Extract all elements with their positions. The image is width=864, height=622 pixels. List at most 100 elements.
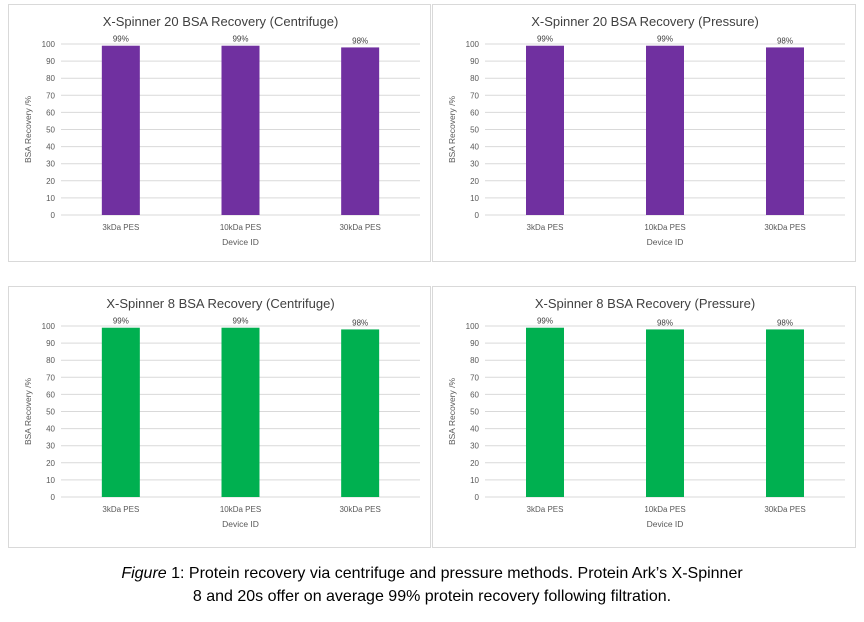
y-tick-label: 70 — [46, 373, 55, 382]
chart-panel-xs20-pressure: X-Spinner 20 BSA Recovery (Pressure) 0 10 2… — [432, 4, 856, 262]
bar — [101, 45, 140, 216]
y-tick-label: 40 — [46, 425, 55, 434]
y-tick-label: 50 — [470, 408, 479, 417]
bar — [221, 327, 260, 497]
figure-caption: Figure 1: Protein recovery via centrifug… — [0, 562, 864, 608]
chart-panel-xs20-centrifuge: X-Spinner 20 BSA Recovery (Centrifuge) 0 1… — [8, 4, 431, 262]
y-tick-label: 0 — [51, 211, 56, 220]
y-tick-label: 70 — [470, 91, 479, 100]
data-label: 99% — [232, 317, 248, 326]
chart-svg: X-Spinner 8 BSA Recovery (Centrifuge) 0 10… — [23, 296, 420, 529]
bar — [526, 327, 564, 497]
y-tick-label: 100 — [466, 322, 480, 331]
caption-figure-word: Figure — [121, 565, 167, 582]
data-label: 98% — [352, 318, 368, 327]
x-tick-label: 3kDa PES — [102, 505, 139, 514]
y-tick-label: 100 — [42, 322, 56, 331]
y-tick-label: 100 — [42, 40, 56, 49]
bar — [646, 329, 684, 497]
y-tick-label: 30 — [46, 160, 55, 169]
data-label: 98% — [352, 36, 368, 45]
y-tick-label: 90 — [470, 57, 479, 66]
x-tick-label: 10kDa PES — [644, 223, 685, 232]
y-tick-label: 60 — [46, 390, 55, 399]
bar — [766, 47, 804, 215]
caption-line-2: 8 and 20s offer on average 99% protein r… — [192, 588, 672, 605]
data-label: 99% — [232, 35, 248, 44]
chart-svg: X-Spinner 8 BSA Recovery (Pressure) 0 10 20… — [447, 296, 845, 529]
y-tick-label: 80 — [46, 74, 55, 83]
caption-line-1-text: 1: Protein recovery via centrifuge and p… — [166, 565, 743, 582]
y-tick-label: 0 — [475, 493, 480, 502]
chart-title: X-Spinner 20 BSA Recovery (Pressure) — [531, 14, 759, 29]
y-tick-label: 50 — [46, 126, 55, 135]
x-tick-label: 10kDa PES — [644, 505, 685, 514]
y-tick-label: 20 — [46, 177, 55, 186]
bar — [526, 45, 564, 216]
y-tick-label: 80 — [470, 356, 479, 365]
x-tick-label: 30kDa PES — [764, 505, 805, 514]
x-tick-label: 3kDa PES — [102, 223, 139, 232]
data-label: 99% — [113, 35, 129, 44]
y-tick-label: 70 — [46, 91, 55, 100]
y-tick-label: 50 — [470, 126, 479, 135]
chart-svg: X-Spinner 20 BSA Recovery (Pressure) 0 10 2… — [447, 14, 845, 247]
y-tick-label: 40 — [470, 425, 479, 434]
chart-svg: X-Spinner 20 BSA Recovery (Centrifuge) 0 1… — [23, 14, 420, 247]
y-axis-title: BSA Recovery /% — [447, 378, 457, 446]
data-label: 99% — [537, 317, 553, 326]
x-axis-title: Device ID — [222, 237, 259, 247]
x-tick-label: 10kDa PES — [220, 223, 261, 232]
y-tick-label: 50 — [46, 408, 55, 417]
x-tick-label: 30kDa PES — [339, 505, 380, 514]
y-tick-label: 60 — [470, 108, 479, 117]
x-tick-label: 3kDa PES — [527, 223, 564, 232]
y-tick-label: 10 — [470, 194, 479, 203]
data-label: 98% — [657, 318, 673, 327]
y-tick-label: 90 — [46, 57, 55, 66]
bar — [221, 45, 260, 216]
bar — [646, 45, 684, 216]
chart-panel-xs8-centrifuge: X-Spinner 8 BSA Recovery (Centrifuge) 0 10… — [8, 286, 431, 548]
y-tick-label: 20 — [470, 459, 479, 468]
y-tick-label: 80 — [470, 74, 479, 83]
data-label: 98% — [777, 318, 793, 327]
data-label: 99% — [537, 35, 553, 44]
chart-panel-xs8-pressure: X-Spinner 8 BSA Recovery (Pressure) 0 10 20… — [432, 286, 856, 548]
y-tick-label: 10 — [470, 476, 479, 485]
y-tick-label: 10 — [46, 194, 55, 203]
bar — [766, 329, 804, 497]
y-tick-label: 40 — [46, 143, 55, 152]
chart-title: X-Spinner 20 BSA Recovery (Centrifuge) — [103, 14, 339, 29]
y-axis-title: BSA Recovery /% — [447, 96, 457, 164]
y-axis-title: BSA Recovery /% — [23, 96, 33, 164]
x-tick-label: 10kDa PES — [220, 505, 261, 514]
x-tick-label: 30kDa PES — [764, 223, 805, 232]
y-tick-label: 0 — [51, 493, 56, 502]
data-label: 98% — [777, 36, 793, 45]
y-tick-label: 90 — [46, 339, 55, 348]
y-tick-label: 0 — [475, 211, 480, 220]
y-tick-label: 60 — [46, 108, 55, 117]
bar — [341, 47, 380, 215]
y-axis-title: BSA Recovery /% — [23, 378, 33, 446]
y-tick-label: 30 — [46, 442, 55, 451]
caption-line-1: Figure 1: Protein recovery via centrifug… — [0, 562, 864, 585]
x-axis-title: Device ID — [222, 519, 259, 529]
x-tick-label: 3kDa PES — [527, 505, 564, 514]
y-tick-label: 10 — [46, 476, 55, 485]
y-tick-label: 20 — [470, 177, 479, 186]
chart-title: X-Spinner 8 BSA Recovery (Centrifuge) — [106, 296, 334, 311]
y-tick-label: 90 — [470, 339, 479, 348]
y-tick-label: 100 — [466, 40, 480, 49]
y-tick-label: 40 — [470, 143, 479, 152]
chart-title: X-Spinner 8 BSA Recovery (Pressure) — [535, 296, 755, 311]
data-label: 99% — [113, 317, 129, 326]
y-tick-label: 70 — [470, 373, 479, 382]
y-tick-label: 60 — [470, 390, 479, 399]
x-axis-title: Device ID — [647, 519, 684, 529]
y-tick-label: 30 — [470, 442, 479, 451]
bar — [341, 329, 380, 497]
data-label: 99% — [657, 35, 673, 44]
bar — [101, 327, 140, 497]
